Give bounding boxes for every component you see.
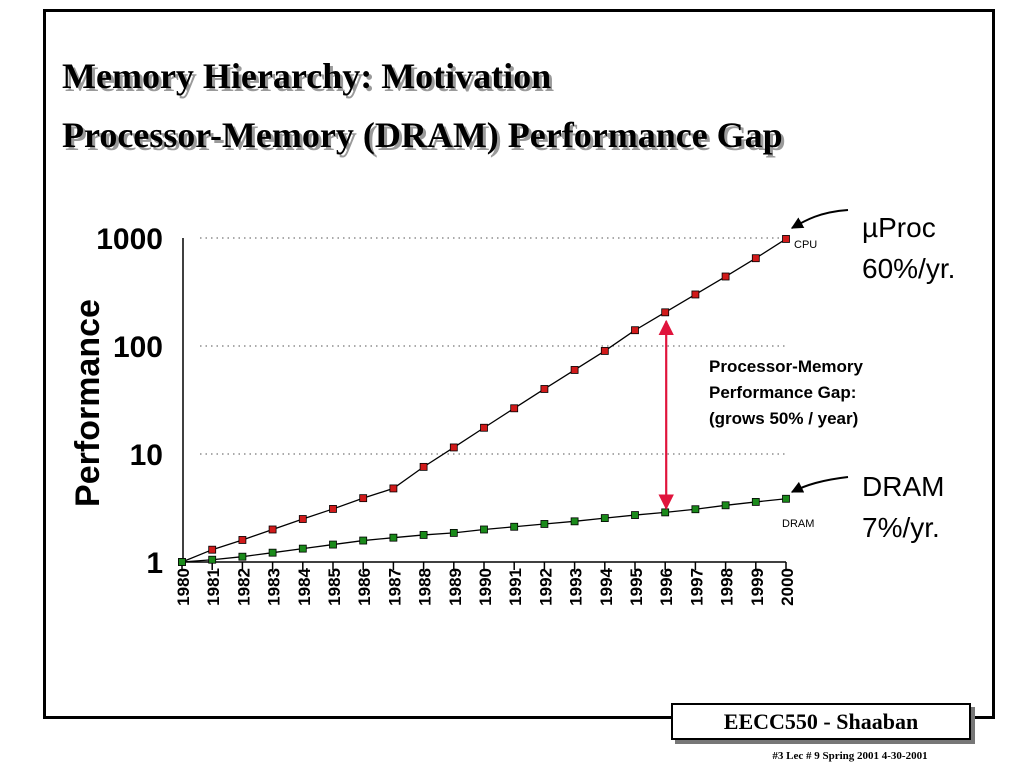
x-tick-label: 1989 [446,568,465,606]
x-tick-label: 2000 [778,568,797,606]
x-tick-label: 1998 [718,568,737,606]
dram-data-point [631,511,639,519]
x-tick-label: 1981 [204,568,223,606]
x-tick-label: 1983 [265,568,284,606]
cpu-data-point [389,484,398,493]
gap-label-line-1: Processor-Memory [709,357,864,376]
dram-data-point [389,533,398,542]
x-tick-label: 1988 [416,568,435,606]
cpu-callout-line-2: 60%/yr. [862,253,955,284]
dram-data-point [480,525,488,534]
y-tick-label: 100 [113,331,163,364]
cpu-data-point [751,254,760,263]
dram-data-point [329,540,337,549]
dram-data-point [721,501,730,510]
cpu-data-point [449,443,458,452]
dram-callout-line-2: 7%/yr. [862,512,940,543]
dram-series-label: DRAM [782,518,814,530]
cpu-data-point [419,462,428,471]
y-tick-label: 10 [130,439,163,472]
lecture-meta: #3 Lec # 9 Spring 2001 4-30-2001 [772,750,928,762]
dram-data-point [178,558,186,566]
x-tick-label: 1987 [385,568,404,606]
dram-data-point [600,514,609,522]
gap-label-line-3: (grows 50% / year) [709,409,858,428]
cpu-data-point [691,290,700,299]
dram-data-point [419,531,428,539]
cpu-callout-line-1: µProc [862,212,936,243]
y-tick-label: 1 [146,547,163,580]
cpu-data-point [600,347,609,355]
x-tick-label: 1982 [234,568,253,606]
dram-data-point [238,552,247,561]
course-footer-box: EECC550 - Shaaban [671,703,971,740]
dram-callout-line-1: DRAM [862,471,944,502]
dram-callout-arrow [790,476,849,493]
cpu-data-point [661,308,670,317]
dram-data-point [359,536,368,545]
x-tick-label: 1991 [506,568,525,606]
dram-data-point [691,505,700,514]
x-tick-label: 1980 [174,568,193,606]
x-tick-label: 1996 [657,568,676,606]
dram-data-point [570,517,579,526]
cpu-series-label: CPU [794,239,817,251]
cpu-data-point [208,545,217,554]
x-tick-label: 1999 [748,568,767,606]
cpu-data-point [480,423,488,432]
dram-data-point [782,494,790,503]
x-tick-label: 1993 [567,568,586,606]
dram-data-point [661,508,670,517]
dram-data-point [510,522,519,531]
cpu-data-point [540,385,549,393]
cpu-data-point [298,515,307,523]
cpu-data-point [782,235,790,243]
y-tick-label: 1000 [96,223,163,256]
dram-data-point [208,555,217,564]
x-tick-label: 1994 [597,567,616,605]
slide-title-line-1: Memory Hierarchy: Motivation [62,56,552,96]
x-tick-label: 1984 [295,567,314,605]
cpu-data-point [238,536,247,544]
slide-frame [43,9,995,719]
cpu-data-point [359,494,368,503]
cpu-data-point [329,505,337,513]
slide-title-line-2: Processor-Memory (DRAM) Performance Gap [62,115,783,155]
y-axis-label: Performance [69,299,107,507]
x-tick-label: 1992 [536,568,555,606]
x-tick-label: 1995 [627,568,646,606]
x-tick-label: 1986 [355,568,374,606]
dram-data-point [751,498,760,506]
cpu-data-point [268,525,277,534]
cpu-data-point [721,272,730,281]
x-tick-label: 1985 [325,568,344,606]
cpu-data-point [631,326,639,335]
cpu-series-line [181,238,787,563]
cpu-callout-arrow [790,209,849,229]
dram-data-point [298,544,307,553]
cpu-data-point [510,404,519,413]
x-tick-label: 1997 [687,568,706,606]
cpu-data-point [570,366,579,374]
x-tick-label: 1990 [476,568,495,606]
dram-data-point [268,548,277,557]
gap-label-line-2: Performance Gap: [709,383,856,402]
dram-data-point [540,520,549,528]
dram-data-point [449,528,458,537]
